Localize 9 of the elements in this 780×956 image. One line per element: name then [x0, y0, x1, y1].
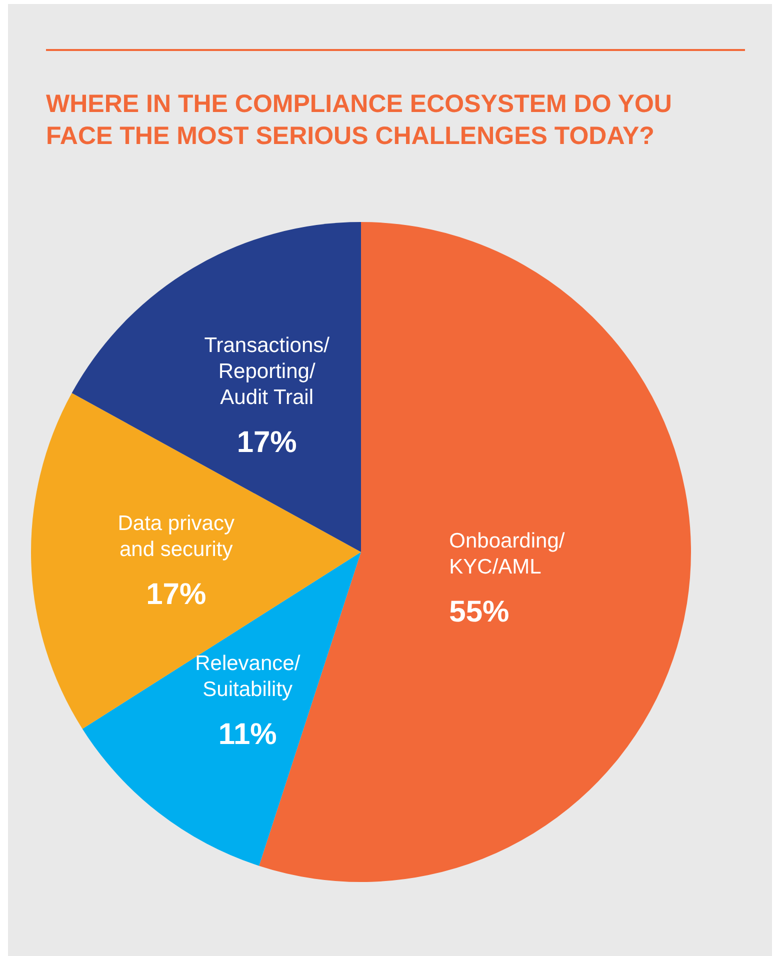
chart-title: WHERE IN THE COMPLIANCE ECOSYSTEM DO YOU FACE THE MOST SERIOUS CHALLENGES TODAY?: [46, 90, 672, 150]
data-label: 55%: [449, 595, 510, 628]
slice-label: Onboarding/ KYC/AML: [449, 529, 565, 578]
data-label: 11%: [218, 718, 277, 752]
data-label: 17%: [236, 426, 297, 459]
slice-label: Relevance/ Suitability: [195, 652, 300, 702]
data-label: 17%: [146, 578, 206, 611]
slice-label: Data privacy and security: [118, 512, 235, 561]
slice-label: Transactions/ Reporting/ Audit Trail: [204, 334, 330, 409]
